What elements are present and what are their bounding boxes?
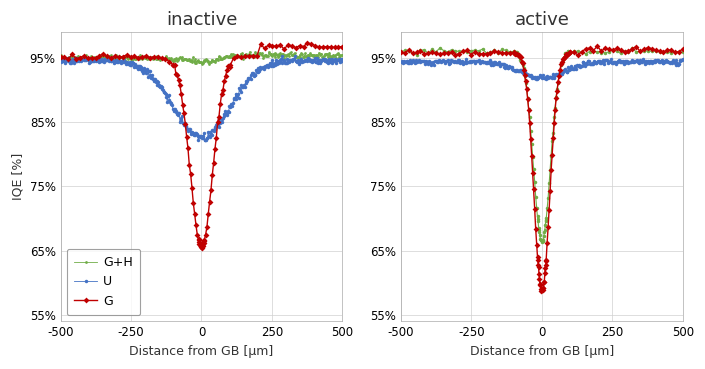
G+H <box>534 219 542 223</box>
G <box>186 172 195 176</box>
Title: active: active <box>515 11 570 29</box>
Line: G: G <box>59 41 345 250</box>
U <box>90 59 99 63</box>
Line: U: U <box>399 57 685 81</box>
Line: G: G <box>399 44 685 293</box>
G+H <box>564 49 572 53</box>
G+H <box>207 58 216 62</box>
U <box>234 96 243 100</box>
G <box>397 50 405 54</box>
G <box>207 188 215 193</box>
G <box>593 44 601 48</box>
U <box>668 61 677 65</box>
G+H <box>131 55 140 59</box>
G+H <box>436 46 444 50</box>
U <box>201 138 209 142</box>
U <box>168 103 176 107</box>
U <box>679 57 687 62</box>
U <box>533 77 541 82</box>
U <box>676 58 685 62</box>
G <box>515 53 523 58</box>
G <box>303 41 312 45</box>
G <box>553 89 561 93</box>
G+H <box>539 234 548 238</box>
G+H <box>336 53 344 57</box>
Legend: G+H, U, G: G+H, U, G <box>67 249 140 315</box>
G <box>537 289 546 293</box>
G+H <box>397 49 405 54</box>
G <box>115 55 123 59</box>
G+H <box>245 49 254 54</box>
Line: G+H: G+H <box>399 46 685 244</box>
G <box>178 102 187 107</box>
G <box>338 44 347 49</box>
G <box>56 55 65 59</box>
U <box>278 54 286 58</box>
X-axis label: Distance from GB [μm]: Distance from GB [μm] <box>470 345 614 358</box>
G <box>534 255 542 259</box>
G+H <box>328 53 336 58</box>
X-axis label: Distance from GB [μm]: Distance from GB [μm] <box>129 345 274 358</box>
G+H <box>679 50 687 54</box>
G+H <box>56 53 65 58</box>
G <box>574 53 582 57</box>
U <box>639 57 647 61</box>
U <box>148 75 157 80</box>
G+H <box>538 240 546 244</box>
U <box>527 73 535 77</box>
G <box>539 287 548 292</box>
U <box>564 65 572 69</box>
U <box>56 60 65 64</box>
G <box>563 52 571 57</box>
G <box>157 55 166 60</box>
U <box>397 60 405 64</box>
G <box>679 47 687 51</box>
G <box>288 44 296 48</box>
G+H <box>515 58 524 62</box>
U <box>262 64 270 68</box>
U <box>338 59 347 63</box>
G <box>198 246 207 250</box>
G+H <box>197 62 206 66</box>
U <box>260 64 269 69</box>
Line: G+H: G+H <box>59 50 344 65</box>
U <box>548 76 556 80</box>
G+H <box>577 50 586 55</box>
G+H <box>186 58 195 63</box>
Y-axis label: IQE [%]: IQE [%] <box>11 153 24 200</box>
G+H <box>338 53 347 58</box>
Line: U: U <box>59 54 344 142</box>
Title: inactive: inactive <box>166 11 237 29</box>
U <box>472 59 480 63</box>
G+H <box>223 55 232 59</box>
G+H <box>554 81 563 85</box>
